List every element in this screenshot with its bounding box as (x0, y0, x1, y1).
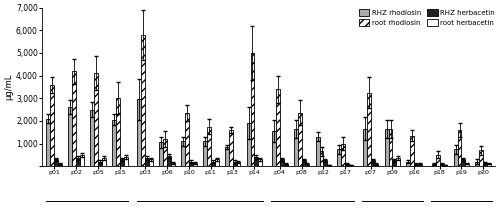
Bar (124, 157, 128, 166)
Bar (440, 164, 444, 166)
Bar (466, 164, 469, 166)
Bar (458, 130, 462, 166)
Bar (418, 164, 422, 166)
Bar (406, 162, 410, 166)
Bar (414, 164, 418, 166)
Bar (163, 139, 167, 166)
Bar (224, 147, 228, 166)
Bar (167, 156, 171, 166)
Bar (145, 158, 149, 166)
Bar (214, 159, 218, 166)
Bar (246, 123, 250, 166)
Bar (90, 109, 94, 166)
Bar (149, 159, 153, 166)
Y-axis label: μg/mL: μg/mL (4, 74, 13, 100)
Bar (210, 162, 214, 166)
Bar (189, 162, 192, 166)
Bar (396, 158, 400, 166)
Bar (46, 119, 50, 166)
Bar (436, 155, 440, 166)
Bar (362, 129, 366, 166)
Bar (444, 165, 448, 166)
Bar (116, 98, 120, 166)
Bar (488, 164, 492, 166)
Bar (68, 107, 72, 166)
Bar (294, 129, 298, 166)
Bar (192, 163, 196, 166)
Bar (236, 162, 240, 166)
Bar (280, 159, 283, 166)
Bar (137, 99, 141, 166)
Bar (476, 162, 480, 166)
Bar (254, 157, 258, 166)
Bar (276, 89, 280, 166)
Bar (350, 165, 354, 166)
Bar (171, 163, 174, 166)
Bar (410, 136, 414, 166)
Bar (338, 149, 342, 166)
Bar (228, 130, 232, 166)
Bar (94, 73, 98, 166)
Bar (374, 164, 378, 166)
Bar (388, 129, 392, 166)
Bar (54, 159, 58, 166)
Bar (316, 137, 320, 166)
Bar (302, 160, 306, 166)
Bar (480, 150, 484, 166)
Bar (454, 149, 458, 166)
Bar (258, 159, 262, 166)
Bar (328, 165, 332, 166)
Bar (392, 160, 396, 166)
Bar (298, 113, 302, 166)
Bar (112, 120, 116, 166)
Bar (98, 162, 102, 166)
Bar (76, 158, 80, 166)
Bar (159, 142, 163, 166)
Bar (306, 164, 310, 166)
Legend: RHZ rhodiosin, root rhodiosin, RHZ herbacetin, root herbacetin: RHZ rhodiosin, root rhodiosin, RHZ herba… (358, 8, 496, 27)
Bar (181, 141, 185, 166)
Bar (370, 160, 374, 166)
Bar (203, 141, 206, 166)
Bar (324, 160, 328, 166)
Bar (102, 158, 106, 166)
Bar (384, 129, 388, 166)
Bar (346, 164, 350, 166)
Bar (185, 113, 189, 166)
Bar (120, 159, 124, 166)
Bar (284, 164, 288, 166)
Bar (72, 71, 76, 166)
Bar (432, 164, 436, 166)
Bar (366, 93, 370, 166)
Bar (342, 144, 345, 166)
Bar (320, 151, 324, 166)
Bar (462, 159, 466, 166)
Bar (58, 164, 62, 166)
Bar (50, 85, 54, 166)
Bar (484, 163, 488, 166)
Bar (80, 155, 84, 166)
Bar (232, 162, 236, 166)
Bar (250, 53, 254, 166)
Bar (206, 127, 210, 166)
Bar (272, 131, 276, 166)
Bar (141, 35, 145, 166)
